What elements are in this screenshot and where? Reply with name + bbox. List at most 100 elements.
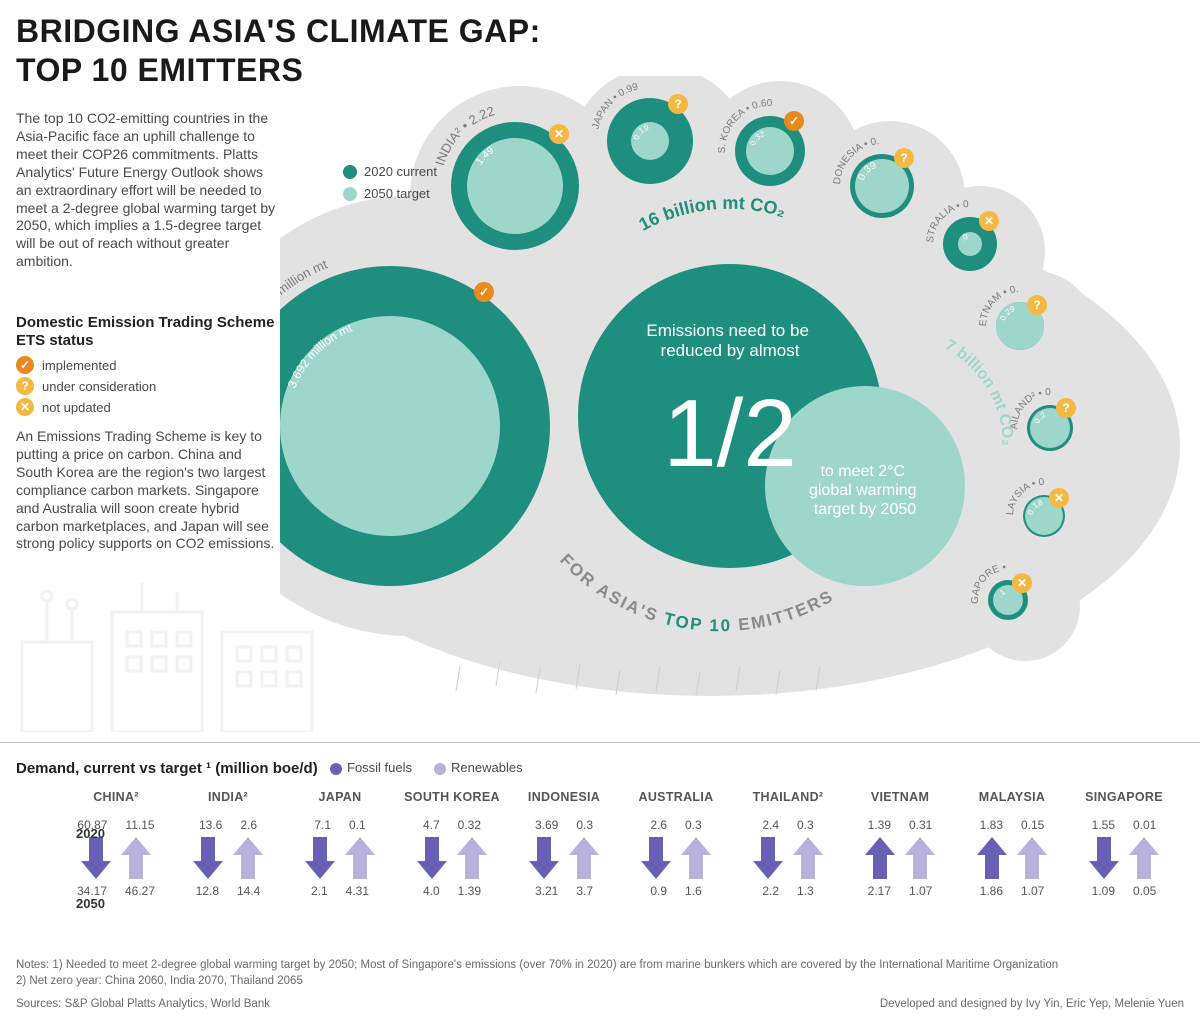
fossil-2050: 4.0 (423, 884, 440, 898)
arrow-down-icon (79, 835, 113, 881)
divider (0, 742, 1200, 743)
intro-text: The top 10 CO2-emitting countries in the… (16, 110, 276, 271)
arrow-up-icon (1127, 835, 1161, 881)
demand-title: Demand, current vs target ¹ (million boe… (16, 760, 318, 777)
svg-text:?: ? (674, 97, 681, 111)
fossil-2020: 2.4 (762, 818, 779, 832)
fossil-2050: 1.09 (1092, 884, 1115, 898)
country-name: INDIA² (172, 790, 284, 804)
central-sub-3: target by 2050 (814, 501, 916, 518)
demand-col: SINGAPORE 1.55 0.01 1.09 0.05 (1068, 790, 1180, 898)
arrow-down-icon (1087, 835, 1121, 881)
country-name: SOUTH KOREA (396, 790, 508, 804)
arrow-up-icon (1015, 835, 1049, 881)
fossil-2050: 0.9 (650, 884, 667, 898)
country-name: INDONESIA (508, 790, 620, 804)
central-sub-2: global warming (809, 482, 917, 499)
fossil-2050: 2.2 (762, 884, 779, 898)
demand-col: VIETNAM 1.390.31 2.171.07 (844, 790, 956, 898)
fossil-2050: 2.1 (311, 884, 328, 898)
demand-table: 2020 2050 CHINA² 60.8711.15 34.1746.27IN… (60, 790, 1190, 898)
renew-2050: 46.27 (125, 884, 155, 898)
svg-text:Emissions need to be red: Emissions need to be reduced by almost (646, 321, 813, 360)
arrow-up-icon (791, 835, 825, 881)
renew-2020: 0.15 (1021, 818, 1044, 832)
demand-col: CHINA² 60.8711.15 34.1746.27 (60, 790, 172, 898)
arrow-up-icon (455, 835, 489, 881)
arrow-down-icon (639, 835, 673, 881)
legend-target: 2050 target (364, 186, 430, 201)
legend-current: 2020 current (364, 164, 437, 179)
renew-2020: 0.1 (349, 818, 366, 832)
ets-label: under consideration (42, 379, 156, 394)
renew-2050: 4.31 (346, 884, 369, 898)
renew-2020: 0.01 (1133, 818, 1156, 832)
ets-label: implemented (42, 358, 116, 373)
credits: Developed and designed by Ivy Yin, Eric … (880, 998, 1184, 1010)
country-name: VIETNAM (844, 790, 956, 804)
demand-col: JAPAN 7.1 0.1 2.1 4.31 (284, 790, 396, 898)
renew-2020: 0.3 (797, 818, 814, 832)
renew-2020: 0.31 (909, 818, 932, 832)
arrow-down-icon (303, 835, 337, 881)
svg-text:✕: ✕ (984, 214, 994, 228)
fossil-2020: 1.55 (1092, 818, 1115, 832)
svg-text:✓: ✓ (789, 114, 799, 128)
fossil-2020: 7.1 (314, 818, 331, 832)
ets-heading: Domestic Emission Trading Scheme ETS sta… (16, 314, 276, 350)
arrow-up-icon (567, 835, 601, 881)
country-name: MALAYSIA (956, 790, 1068, 804)
arrow-up-icon (903, 835, 937, 881)
demand-col: THAILAND² 2.4 0.3 2.2 1.3 (732, 790, 844, 898)
country-name: THAILAND² (732, 790, 844, 804)
check-icon: ✓ (16, 356, 34, 374)
year-2050: 2050 (76, 896, 105, 911)
note-1: Notes: 1) Needed to meet 2-degree global… (16, 958, 1186, 974)
svg-text:to meet 2°C global warmi: to meet 2°C global warming target by 205… (809, 463, 921, 518)
arrow-up-icon (863, 835, 897, 881)
svg-text:✕: ✕ (1054, 491, 1064, 505)
country-name: JAPAN (284, 790, 396, 804)
renew-2050: 1.3 (797, 884, 814, 898)
arrow-down-icon (751, 835, 785, 881)
sources: Sources: S&P Global Platts Analytics, Wo… (16, 998, 270, 1010)
renew-2020: 11.15 (125, 818, 154, 832)
fossil-2020: 1.39 (868, 818, 891, 832)
renew-2050: 0.05 (1133, 884, 1156, 898)
question-icon: ? (16, 377, 34, 395)
arrow-up-icon (231, 835, 265, 881)
country-name: SINGAPORE (1068, 790, 1180, 804)
country-name: CHINA² (60, 790, 172, 804)
renew-2050: 1.39 (458, 884, 481, 898)
svg-text:?: ? (1062, 401, 1069, 415)
demand-col: INDONESIA 3.690.3 3.213.7 (508, 790, 620, 898)
ets-legend-notupdated: ✕ not updated (16, 398, 276, 416)
page-title-1: BRIDGING ASIA'S CLIMATE GAP: (0, 0, 1200, 53)
renew-2050: 1.6 (685, 884, 702, 898)
central-sub-1: to meet 2°C (820, 463, 905, 480)
arrow-up-icon (679, 835, 713, 881)
footnotes: Notes: 1) Needed to meet 2-degree global… (16, 958, 1186, 989)
renew-2020: 0.3 (576, 818, 593, 832)
note-2: 2) Net zero year: China 2060, India 2070… (16, 974, 1186, 990)
svg-text:✓: ✓ (479, 285, 489, 299)
arrow-up-icon (975, 835, 1009, 881)
central-pretext-1: Emissions need to be (646, 321, 809, 340)
arrow-down-icon (415, 835, 449, 881)
ets-label: not updated (42, 400, 111, 415)
fossil-2020: 4.7 (423, 818, 440, 832)
year-2020: 2020 (76, 826, 105, 841)
fossil-2050: 2.17 (868, 884, 891, 898)
legend-fossil: Fossil fuels (347, 760, 412, 775)
ets-legend: ✓ implemented ? under consideration ✕ no… (16, 356, 276, 419)
fossil-2050: 12.8 (196, 884, 219, 898)
arrow-down-icon (191, 835, 225, 881)
ets-body: An Emissions Trading Scheme is key to pu… (16, 428, 276, 553)
renew-2020: 0.3 (685, 818, 702, 832)
renew-2020: 2.6 (240, 818, 257, 832)
svg-text:✕: ✕ (1017, 576, 1027, 590)
demand-col: INDIA² 13.62.6 12.814.4 (172, 790, 284, 898)
fossil-2020: 1.83 (980, 818, 1003, 832)
demand-col: MALAYSIA 1.830.15 1.861.07 (956, 790, 1068, 898)
renew-2050: 1.07 (1021, 884, 1044, 898)
